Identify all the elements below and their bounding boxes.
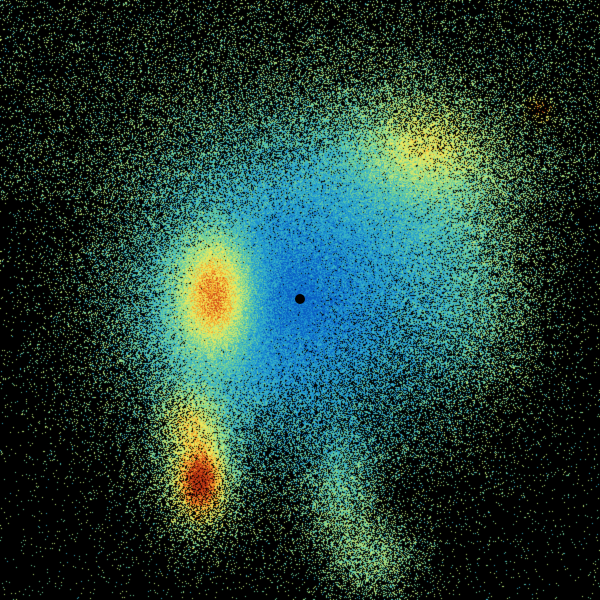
radar-site-marker — [295, 294, 305, 304]
